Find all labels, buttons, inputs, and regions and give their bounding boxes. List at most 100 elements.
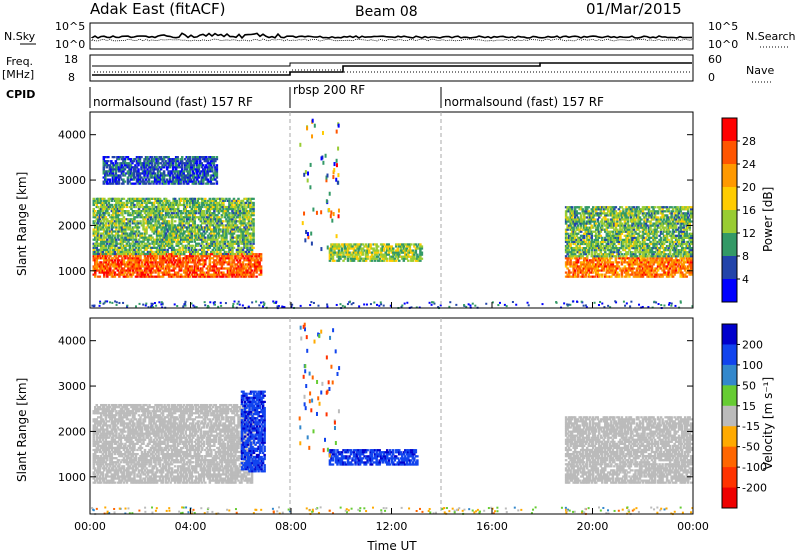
power-cell <box>682 275 685 278</box>
power-cell <box>129 160 133 163</box>
power-cell <box>139 222 142 225</box>
power-cell <box>110 230 114 233</box>
power-cell <box>199 216 203 219</box>
power-cell <box>232 207 236 211</box>
power-cell <box>662 273 666 276</box>
power-cell <box>106 271 109 274</box>
power-cell <box>225 212 228 215</box>
power-cell <box>149 174 152 177</box>
power-cell <box>143 212 147 215</box>
power-cell <box>152 182 155 185</box>
power-cell <box>396 247 400 250</box>
power-cell <box>142 224 145 227</box>
power-cell <box>104 176 107 179</box>
power-cell <box>216 252 219 256</box>
power-cell <box>101 257 105 260</box>
power-cell <box>674 257 678 260</box>
power-cell <box>591 261 595 264</box>
power-cell <box>234 222 237 225</box>
power-cell <box>193 226 197 229</box>
power-cell <box>252 238 255 241</box>
power-cell <box>146 197 150 200</box>
power-cell <box>665 265 669 268</box>
power-cell <box>241 224 245 227</box>
power-cell <box>100 226 103 229</box>
power-cell <box>258 265 261 268</box>
power-cell <box>183 168 187 171</box>
power-cell <box>126 166 130 169</box>
power-cell <box>213 212 216 215</box>
power-cell <box>164 232 168 235</box>
power-cell <box>219 197 222 200</box>
power-cell <box>217 226 221 229</box>
power-cell <box>252 232 255 235</box>
power-cell <box>210 228 213 231</box>
power-cell <box>379 259 383 262</box>
power-cell <box>121 230 124 233</box>
power-cell <box>146 156 149 159</box>
power-cell <box>238 240 242 243</box>
power-cell <box>351 245 354 248</box>
power-cell <box>231 265 234 268</box>
power-cell <box>169 238 172 241</box>
power-cell <box>176 261 180 264</box>
power-cell <box>187 242 190 245</box>
power-cell <box>136 259 139 262</box>
power-cell <box>113 275 117 278</box>
power-cell <box>107 252 111 256</box>
power-cell <box>358 255 362 258</box>
power-cell <box>107 244 111 247</box>
power-cell <box>146 257 150 260</box>
power-cell <box>97 228 100 231</box>
power-cell <box>640 259 643 262</box>
power-cell <box>349 245 353 248</box>
power-cell <box>228 257 231 260</box>
power-cell <box>241 265 245 268</box>
power-cell <box>106 240 109 243</box>
power-cell <box>207 218 210 221</box>
power-cell <box>165 180 169 183</box>
power-cell <box>229 263 233 266</box>
power-cell <box>225 205 228 209</box>
power-cell <box>570 236 574 239</box>
power-cell <box>149 182 152 185</box>
power-cell <box>149 267 153 270</box>
power-cell <box>585 259 589 262</box>
power-cell <box>98 216 102 219</box>
power-cell <box>181 248 184 251</box>
power-cell <box>182 236 186 239</box>
power-cell <box>345 253 348 256</box>
power-cell <box>686 271 690 274</box>
power-cell <box>113 259 117 262</box>
power-cell <box>240 212 243 215</box>
power-cell <box>210 212 213 215</box>
power-cell <box>97 199 100 202</box>
power-cell <box>228 269 231 272</box>
power-cell <box>162 162 166 165</box>
power-cell <box>132 168 136 171</box>
power-cell <box>155 246 159 249</box>
power-cell <box>213 252 216 256</box>
power-cell <box>122 228 126 231</box>
power-cell <box>92 246 96 249</box>
power-cell <box>234 236 237 239</box>
power-cell <box>199 210 203 213</box>
power-cell <box>101 240 105 243</box>
power-cell <box>128 226 132 229</box>
power-cell <box>186 170 190 173</box>
power-cell <box>129 172 133 175</box>
power-cell <box>214 214 218 217</box>
power-cell <box>193 222 197 225</box>
power-cell <box>195 244 198 247</box>
power-cell <box>241 210 245 213</box>
power-cell <box>122 259 126 262</box>
power-cell <box>163 218 166 221</box>
power-cell <box>160 199 163 202</box>
power-cell <box>229 234 233 237</box>
power-cell <box>118 273 121 276</box>
power-cell <box>178 250 181 254</box>
power-cell <box>252 253 255 256</box>
power-cell <box>628 269 631 272</box>
power-cell <box>198 275 201 278</box>
power-cell <box>196 236 200 239</box>
